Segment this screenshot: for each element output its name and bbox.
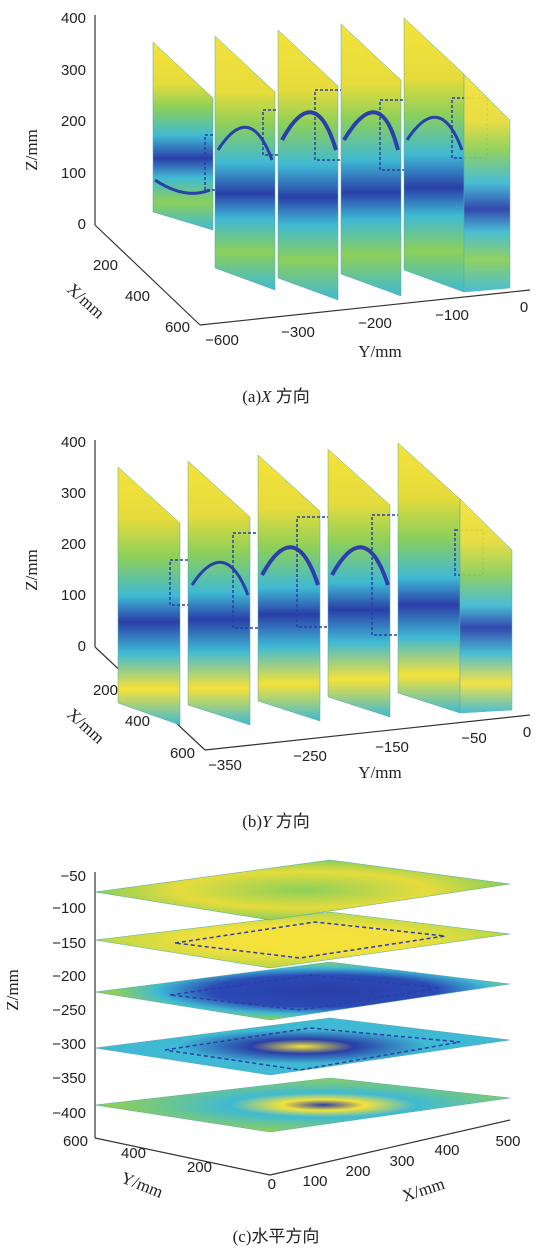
z-tick: −300	[52, 1036, 86, 1053]
chart-y-direction: 400 300 200 100 0 Z/mm 200 400 600 X/mm …	[22, 434, 531, 782]
x-axis-label: X/mm	[63, 279, 108, 322]
caption-c: (c)水平方向	[0, 1222, 552, 1247]
slice-horizontal	[94, 1017, 511, 1076]
caption-var: X	[261, 387, 272, 406]
x-tick: 400	[125, 713, 150, 730]
y-tick: −100	[435, 307, 469, 324]
x-tick: 200	[93, 257, 118, 274]
slice-y	[257, 454, 353, 722]
y-tick: −50	[461, 730, 486, 747]
x-tick: 400	[434, 1142, 459, 1159]
y-tick: −350	[208, 757, 242, 774]
z-tick: 0	[78, 638, 86, 655]
caption-text: 水平方向	[251, 1227, 320, 1246]
y-tick: 200	[187, 1159, 212, 1176]
x-tick: 200	[93, 682, 118, 699]
panel-x-direction: 400 300 200 100 0 Z/mm 200 400 600 X/mm …	[0, 0, 552, 406]
z-tick: −350	[52, 1070, 86, 1087]
z-tick: −50	[61, 868, 86, 885]
z-axis-label: Z/mm	[22, 129, 41, 171]
z-axis-ticks: 400 300 200 100 0	[61, 10, 86, 233]
y-tick: 400	[121, 1145, 146, 1162]
chart-horizontal: −50 −100 −150 −200 −250 −300 −350 −400 Z…	[3, 859, 521, 1206]
x-tick: 100	[302, 1173, 327, 1190]
z-tick: 100	[61, 165, 86, 182]
y-axis-label: Y/mm	[118, 1168, 165, 1202]
y-tick: −200	[358, 315, 392, 332]
x-tick: 500	[495, 1133, 520, 1150]
z-axis-ticks: 400 300 200 100 0	[61, 434, 86, 655]
x-axis-ticks: 200 400 600	[93, 257, 190, 336]
slice-y	[459, 498, 513, 714]
chart-x-direction: 400 300 200 100 0 Z/mm 200 400 600 X/mm …	[22, 10, 531, 361]
z-tick: −200	[52, 968, 86, 985]
x-tick: 600	[170, 745, 195, 762]
y-axis-ticks: 600 400 200 0	[63, 1133, 276, 1193]
z-tick: −150	[52, 935, 86, 952]
slice-y	[117, 466, 201, 726]
z-tick: −400	[52, 1105, 86, 1122]
x-tick: 300	[389, 1153, 414, 1170]
panel-y-direction: 400 300 200 100 0 Z/mm 200 400 600 X/mm …	[0, 425, 552, 845]
z-tick: 100	[61, 587, 86, 604]
y-tick: −600	[205, 332, 239, 349]
slice-x	[463, 73, 511, 293]
y-tick: 0	[268, 1176, 276, 1193]
y-tick: −250	[293, 748, 327, 765]
x-tick: 600	[165, 319, 190, 336]
y-tick: 600	[63, 1133, 88, 1150]
y-axis-ticks: −350 −250 −150 −50 0	[208, 724, 531, 774]
slice-horizontal	[94, 859, 511, 921]
z-tick: 200	[61, 536, 86, 553]
x-axis-ticks: 100 200 300 400 500	[302, 1133, 520, 1190]
caption-var: Y	[262, 812, 272, 831]
caption-prefix: (a)	[242, 387, 262, 406]
y-axis-label: Y/mm	[358, 342, 401, 361]
caption-prefix: (b)	[242, 812, 263, 831]
caption-text: 方向	[271, 387, 310, 406]
x-axis-ticks: 200 400 600	[93, 682, 195, 762]
z-tick: 400	[61, 10, 86, 27]
x-tick: 200	[345, 1163, 370, 1180]
z-tick: −250	[52, 1002, 86, 1019]
slice-x	[340, 23, 421, 297]
z-tick: 300	[61, 62, 86, 79]
caption-a: (a)X 方向	[0, 382, 552, 407]
y-axis-label: Y/mm	[358, 763, 401, 782]
caption-b: (b)Y 方向	[0, 807, 552, 832]
x-axis-label: X/mm	[63, 704, 108, 747]
panel-horizontal: −50 −100 −150 −200 −250 −300 −350 −400 Z…	[0, 850, 552, 1257]
y-tick: 0	[523, 724, 531, 741]
slice-horizontal	[94, 1077, 511, 1133]
caption-text: 方向	[271, 812, 310, 831]
z-axis-label: Z/mm	[3, 969, 22, 1011]
x-tick: 400	[125, 288, 150, 305]
z-tick: 0	[78, 216, 86, 233]
y-tick: −300	[281, 324, 315, 341]
y-tick: 0	[520, 299, 528, 316]
caption-prefix: (c)	[232, 1227, 252, 1246]
x-axis-label: X/mm	[400, 1174, 447, 1205]
slice-x	[277, 29, 356, 301]
slice-horizontal	[94, 911, 511, 969]
z-tick: −100	[52, 900, 86, 917]
y-tick: −150	[375, 739, 409, 756]
slice-y	[327, 448, 418, 718]
slice-horizontal	[94, 961, 511, 1021]
z-axis-label: Z/mm	[22, 549, 41, 591]
z-tick: 400	[61, 434, 86, 451]
y-axis-ticks: −600 −300 −200 −100 0	[205, 299, 528, 349]
z-tick: 200	[61, 113, 86, 130]
z-axis-ticks: −50 −100 −150 −200 −250 −300 −350 −400	[52, 868, 86, 1122]
z-tick: 300	[61, 485, 86, 502]
